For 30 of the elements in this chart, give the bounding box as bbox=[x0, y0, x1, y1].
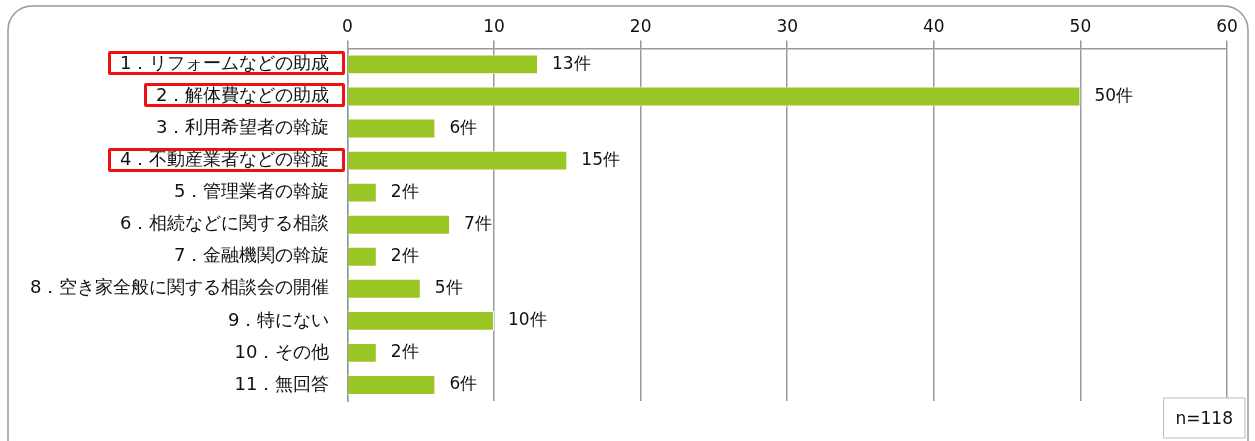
y-tick-label: 11．無回答 bbox=[234, 372, 330, 394]
x-tick-label: 20 bbox=[629, 15, 652, 36]
x-tick-label: 50 bbox=[1069, 15, 1092, 36]
data-label: 15件 bbox=[581, 149, 620, 170]
text: n=118 bbox=[1175, 408, 1233, 429]
y-tick-label: 9．特にない bbox=[228, 308, 330, 330]
x-tick-label: 0 bbox=[342, 15, 353, 36]
data-label: 50件 bbox=[1094, 84, 1134, 105]
data-label: 6件 bbox=[449, 116, 478, 137]
x-tick-label: 40 bbox=[923, 15, 945, 36]
data-label: 7件 bbox=[464, 213, 492, 234]
data-label: 2件 bbox=[390, 181, 419, 202]
data-label: 2件 bbox=[390, 341, 419, 362]
y-tick-label: 4．不動産業者などの斡旋 bbox=[120, 148, 330, 170]
y-tick-label: 6．相続などに関する相談 bbox=[120, 212, 330, 234]
y-tick-label: 8．空き家全般に関する相談会の開催 bbox=[30, 276, 330, 298]
y-tick-label: 3．利用希望者の斡旋 bbox=[156, 116, 330, 138]
data-label: 5件 bbox=[434, 277, 463, 298]
y-tick-label: 10．その他 bbox=[234, 340, 330, 362]
y-tick-label: 7．金融機関の斡旋 bbox=[174, 244, 330, 266]
x-tick-label: 60 bbox=[1216, 15, 1238, 36]
y-tick-label: 1．リフォームなどの助成 bbox=[120, 52, 330, 74]
y-tick-label: 5．管理業者の斡旋 bbox=[174, 180, 330, 202]
data-label: 13件 bbox=[552, 52, 591, 73]
x-tick-label: 10 bbox=[483, 15, 505, 36]
data-label: 6件 bbox=[449, 373, 478, 394]
data-label: 10件 bbox=[508, 309, 547, 330]
x-tick-label: 30 bbox=[776, 15, 799, 36]
y-tick-label: 2．解体費などの助成 bbox=[156, 84, 330, 106]
data-label: 2件 bbox=[390, 245, 419, 266]
